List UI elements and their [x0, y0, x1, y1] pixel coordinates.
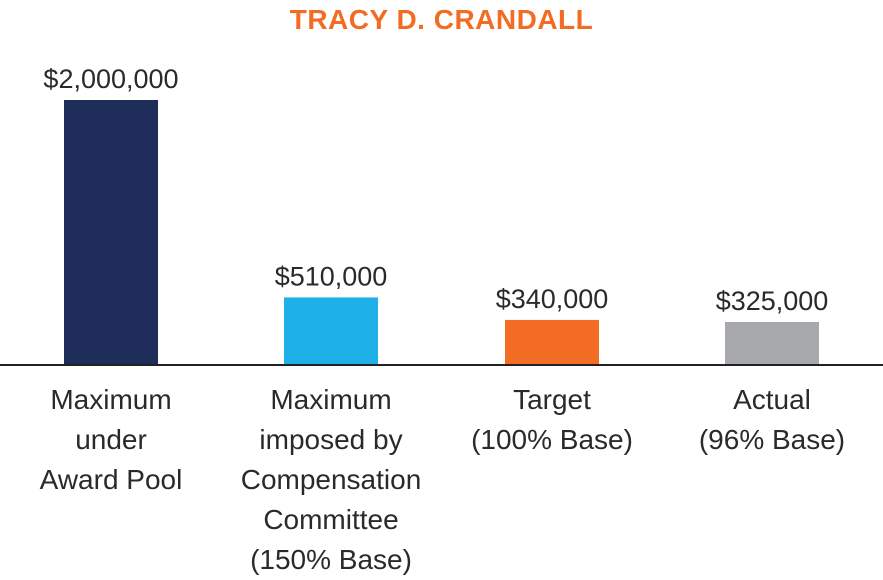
category-label-line: Maximum: [50, 384, 172, 415]
category-label-line: Committee: [263, 504, 399, 535]
category-label-4: Actual (96% Base): [662, 380, 882, 460]
value-labels-group: $2,000,000 $510,000 $340,000 $325,000: [43, 64, 828, 316]
category-label-line: imposed by: [259, 424, 403, 455]
chart-title: TRACY D. CRANDALL: [289, 4, 594, 35]
category-label-line: Target: [513, 384, 591, 415]
category-label-2: Maximum imposed by Compensation Committee (1…: [221, 380, 441, 580]
category-label-line: Award Pool: [39, 464, 183, 495]
category-label-line: (96% Base): [698, 424, 846, 455]
category-label-line: Actual: [733, 384, 811, 415]
bar-1: [64, 100, 158, 365]
bar-3: [505, 319, 599, 365]
bars-group: [64, 100, 819, 365]
category-label-line: (150% Base): [250, 544, 412, 575]
bar-value-label-3: $340,000: [496, 284, 609, 314]
bar-value-label-2: $510,000: [275, 261, 388, 291]
category-label-3: Target (100% Base): [442, 380, 662, 460]
bar-4: [725, 321, 819, 365]
category-label-line: Compensation: [240, 464, 422, 495]
category-label-line: (100% Base): [471, 424, 633, 455]
bar-value-label-1: $2,000,000: [43, 64, 178, 94]
category-label-1: Maximum under Award Pool: [1, 380, 221, 500]
bar-2: [284, 297, 378, 365]
category-label-line: under: [75, 424, 147, 455]
bar-value-label-4: $325,000: [716, 286, 829, 316]
category-label-line: Maximum: [270, 384, 392, 415]
